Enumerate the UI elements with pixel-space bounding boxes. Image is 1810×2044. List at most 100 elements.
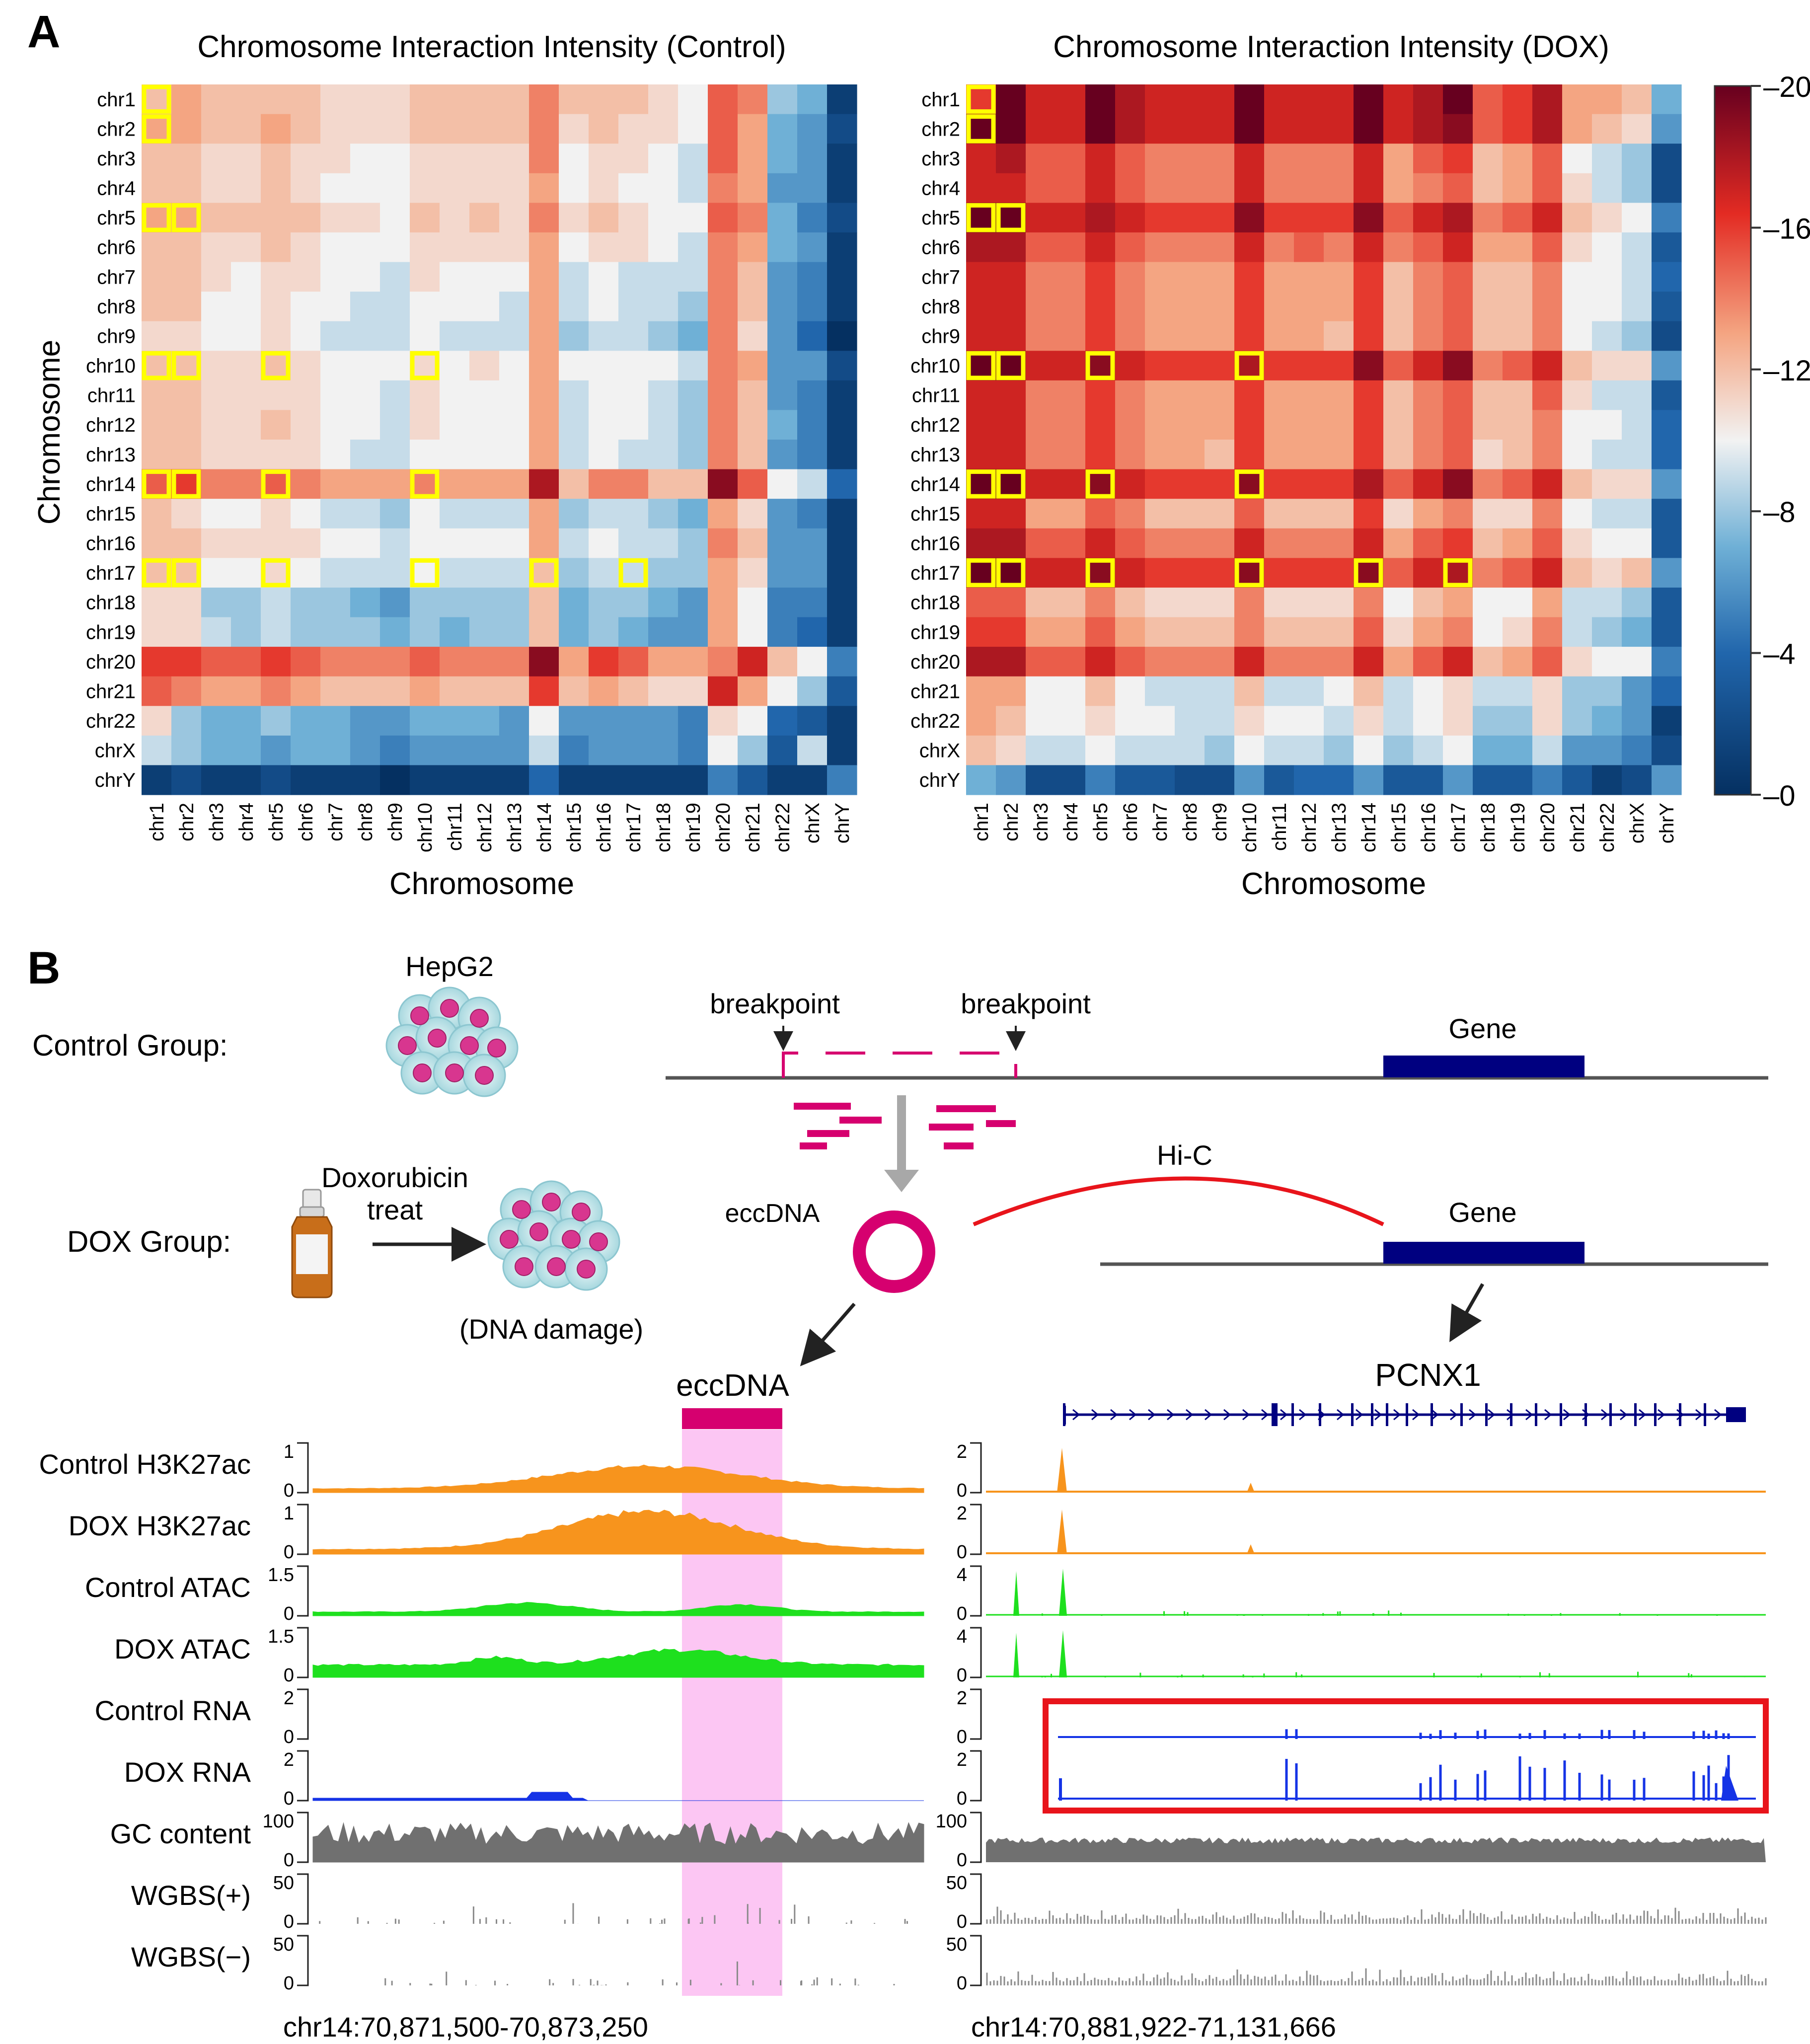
control-heatmap-cell xyxy=(618,114,649,144)
control-heatmap-cell xyxy=(469,144,500,174)
dox-heatmap-cell xyxy=(1413,173,1443,203)
dox-heatmap-cell xyxy=(1383,765,1414,795)
control-heatmap-cell xyxy=(201,647,231,677)
track-axis-max: 2 xyxy=(957,1749,967,1770)
control-heatmap-cell xyxy=(738,587,768,618)
dox-heatmap-cell xyxy=(966,321,996,351)
dox-heatmap-cell xyxy=(1234,617,1265,647)
colorbar-ticks: –20 –16 –12 –8 –4 –0 xyxy=(1751,71,1810,812)
control-heatmap-cell xyxy=(618,706,649,736)
dox-heatmap-cell xyxy=(1622,292,1652,322)
control-heatmap-cell xyxy=(618,292,649,322)
dox-heatmap-cell xyxy=(1294,114,1324,144)
dox-heatmap-cell xyxy=(996,617,1026,647)
control-heatmap-col-label: chr14 xyxy=(533,803,555,852)
control-heatmap-cell xyxy=(529,262,559,292)
dox-heatmap-highlight-box xyxy=(996,558,1026,588)
dox-heatmap-cell xyxy=(1145,292,1175,322)
control-heatmap-cell xyxy=(440,676,470,706)
dox-heatmap-cell xyxy=(996,440,1026,470)
control-heatmap-cell xyxy=(171,292,202,322)
dox-heatmap-highlight-box xyxy=(966,351,996,380)
dox-heatmap-cell xyxy=(1294,321,1324,351)
control-heatmap-cell xyxy=(201,499,231,529)
dox-heatmap-cell xyxy=(1503,262,1533,292)
dox-heatmap-cell xyxy=(1532,144,1563,174)
dox-heatmap-cell xyxy=(1205,587,1235,618)
control-heatmap-cell xyxy=(529,765,559,795)
dox-heatmap-cell xyxy=(1056,321,1086,351)
dox-heatmap-cell xyxy=(1592,735,1622,766)
control-heatmap-highlight-box xyxy=(171,203,201,232)
dox-heatmap-cell xyxy=(1592,173,1622,203)
control-heatmap-cell xyxy=(827,84,857,115)
control-heatmap-cell xyxy=(559,203,589,233)
track-axis xyxy=(970,1565,982,1617)
dox-heatmap-cell xyxy=(1473,587,1503,618)
control-heatmap-cell xyxy=(261,321,291,351)
control-heatmap-cell xyxy=(201,351,231,381)
track-signal-left xyxy=(312,1822,924,1863)
dox-heatmap-cell xyxy=(1026,203,1056,233)
control-heatmap-cell xyxy=(440,380,470,411)
track-axis-zero: 0 xyxy=(284,1727,294,1747)
dox-heatmap-cell xyxy=(1354,499,1384,529)
control-heatmap-cell xyxy=(350,647,380,677)
track-axis xyxy=(970,1627,982,1678)
dox-heatmap-cell xyxy=(996,499,1026,529)
dox-heatmap-cell xyxy=(1175,676,1205,706)
dox-gene-box xyxy=(1383,1242,1584,1264)
dox-heatmap-cell xyxy=(1115,410,1145,440)
control-x-axis-label: Chromosome xyxy=(389,867,574,901)
dox-heatmap-cell xyxy=(1503,676,1533,706)
control-heatmap-cell xyxy=(767,262,798,292)
dox-heatmap-cell xyxy=(1115,262,1145,292)
dox-heatmap-cell xyxy=(1622,735,1652,766)
dox-heatmap-cell xyxy=(1562,765,1592,795)
control-heatmap-cell xyxy=(350,114,380,144)
control-heatmap-cell xyxy=(559,173,589,203)
control-heatmap-cell xyxy=(231,144,261,174)
dox-heatmap-cell xyxy=(1294,647,1324,677)
track-axis-zero: 0 xyxy=(284,1542,294,1563)
dox-heatmap-cell xyxy=(1562,380,1592,411)
dox-heatmap-cell xyxy=(1354,351,1384,381)
control-heatmap-highlight-box xyxy=(142,351,171,380)
control-heatmap-col-label: chr16 xyxy=(593,803,615,852)
dox-heatmap-cell xyxy=(1026,380,1056,411)
control-heatmap-cell xyxy=(291,706,321,736)
dox-heatmap-cell xyxy=(1562,735,1592,766)
dox-heatmap-cell xyxy=(1354,647,1384,677)
dox-heatmap-cell xyxy=(996,647,1026,677)
control-heatmap-cell xyxy=(767,380,798,411)
control-heatmap-cell xyxy=(469,499,500,529)
control-heatmap-cell xyxy=(589,469,619,499)
track-axis-max: 4 xyxy=(957,1565,967,1586)
dox-heatmap-cell xyxy=(1562,647,1592,677)
control-heatmap-cell xyxy=(142,232,172,263)
dox-heatmap-cell xyxy=(1294,262,1324,292)
control-heatmap-cell xyxy=(499,735,529,766)
dox-heatmap-cell xyxy=(1532,676,1563,706)
dox-heatmap-cell xyxy=(1115,587,1145,618)
dox-heatmap-cell xyxy=(1115,499,1145,529)
dox-heatmap-cell xyxy=(1324,765,1354,795)
dox-heatmap-cell xyxy=(1622,84,1652,115)
dox-heatmap-cell xyxy=(1175,232,1205,263)
dox-heatmap-col-label: chr16 xyxy=(1418,803,1439,852)
control-heatmap-cell xyxy=(201,321,231,351)
dox-heatmap-cell xyxy=(1622,706,1652,736)
dox-heatmap-cell xyxy=(1503,647,1533,677)
exon-mark xyxy=(1609,1403,1612,1426)
control-heatmap-cell xyxy=(738,232,768,263)
dox-heatmap-cell xyxy=(1652,706,1682,736)
track-label: Control ATAC xyxy=(85,1572,251,1603)
control-heatmap-cell xyxy=(797,617,828,647)
control-heatmap-cell xyxy=(678,469,708,499)
control-heatmap-cell xyxy=(469,617,500,647)
dox-heatmap-cell xyxy=(1264,735,1294,766)
control-heatmap-highlight-box xyxy=(410,469,440,499)
track-axis-zero: 0 xyxy=(284,1665,294,1686)
dox-heatmap-cell xyxy=(1473,765,1503,795)
track-label: WGBS(+) xyxy=(131,1880,251,1911)
